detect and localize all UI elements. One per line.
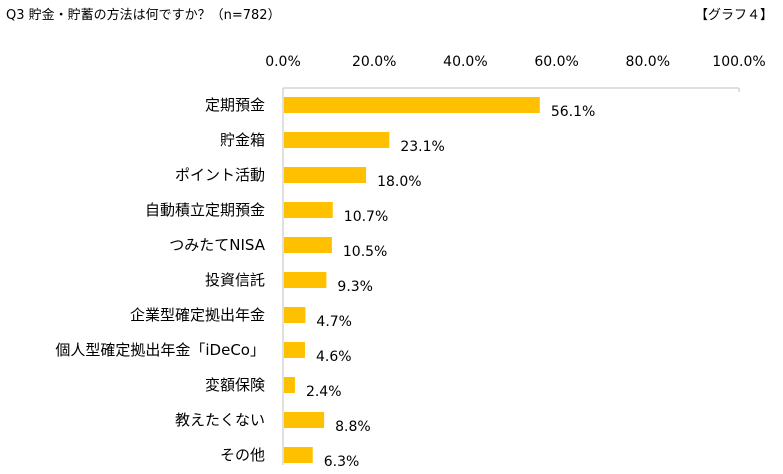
category-label: 貯金箱 xyxy=(220,131,265,149)
plot-area: 定期預金 56.1% 貯金箱 23.1% ポイント活動 18.0% 自動積立定期預金 10.7… xyxy=(55,87,740,470)
bar xyxy=(284,447,313,463)
bar xyxy=(284,202,333,218)
value-label: 10.7% xyxy=(344,209,388,225)
value-label: 10.5% xyxy=(343,244,387,260)
x-tick-label: 80.0% xyxy=(626,54,670,70)
x-tick-label: 0.0% xyxy=(265,54,301,70)
bar xyxy=(284,412,325,428)
value-label: 6.3% xyxy=(324,454,360,470)
value-label: 56.1% xyxy=(551,104,595,120)
bar xyxy=(284,237,332,253)
category-label: つみたてNISA xyxy=(169,236,265,254)
category-label: 自動積立定期預金 xyxy=(145,201,265,219)
category-label: 定期預金 xyxy=(205,96,265,114)
bar xyxy=(284,272,327,288)
value-label: 4.6% xyxy=(316,349,352,365)
category-label: 教えたくない xyxy=(175,411,265,429)
bar xyxy=(284,377,295,393)
bar xyxy=(284,132,390,148)
x-axis-ticks: 0.0% 20.0% 40.0% 60.0% 80.0% 100.0% xyxy=(265,54,765,70)
category-label: 投資信託 xyxy=(205,271,265,289)
bar xyxy=(284,167,367,183)
category-label: ポイント活動 xyxy=(175,166,265,184)
value-label: 4.7% xyxy=(316,314,352,330)
category-label: その他 xyxy=(220,446,265,464)
value-label: 8.8% xyxy=(335,419,371,435)
category-label: 企業型確定拠出年金 xyxy=(130,306,265,324)
bar xyxy=(284,307,306,323)
value-label: 2.4% xyxy=(306,384,342,400)
x-tick-label: 20.0% xyxy=(352,54,396,70)
category-label: 個人型確定拠出年金「iDeCo」 xyxy=(55,341,265,359)
x-tick-label: 100.0% xyxy=(712,54,765,70)
x-tick-label: 40.0% xyxy=(443,54,487,70)
value-label: 9.3% xyxy=(337,279,373,295)
figure-tag: 【グラフ４】 xyxy=(694,8,773,23)
value-label: 18.0% xyxy=(377,174,421,190)
bar xyxy=(284,97,540,113)
chart-title: Q3 貯金・貯蓄の方法は何ですか？（n=782） xyxy=(6,8,281,23)
category-label: 変額保険 xyxy=(205,376,265,394)
x-tick-label: 60.0% xyxy=(534,54,578,70)
bar xyxy=(284,342,305,358)
value-label: 23.1% xyxy=(400,139,444,155)
